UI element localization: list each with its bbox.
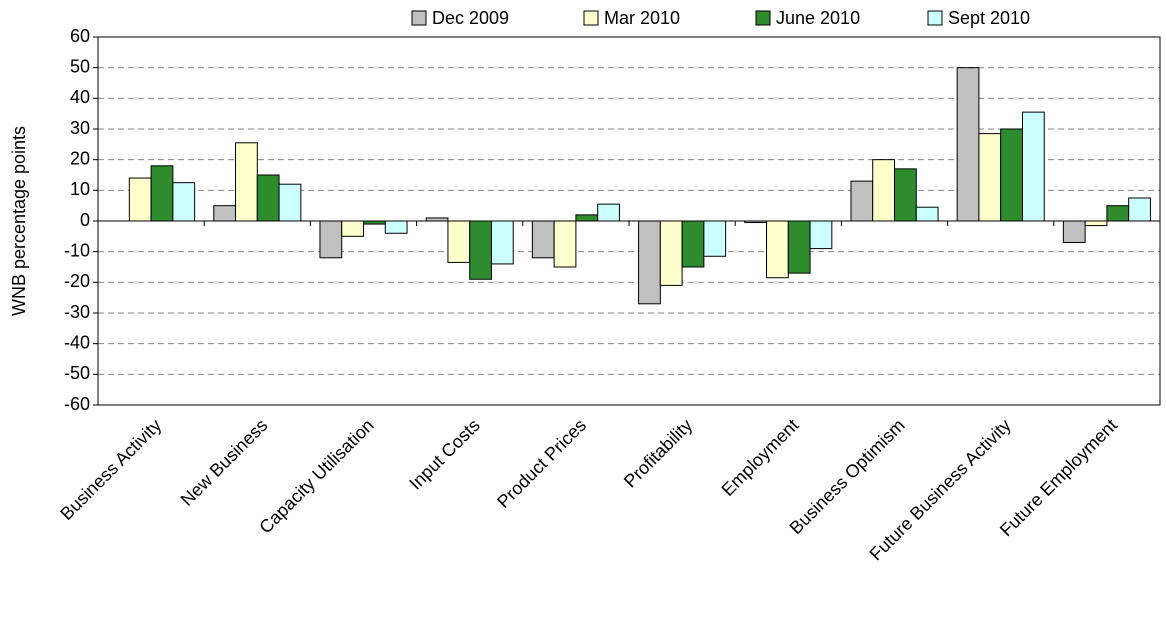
bar: [659, 220, 683, 286]
y-tick-label: -40: [64, 332, 90, 352]
bar: [319, 220, 343, 259]
bar: [1128, 197, 1151, 222]
bar: [744, 220, 768, 224]
bar: [384, 220, 408, 234]
bar: [490, 220, 514, 265]
bar: [638, 220, 661, 305]
bar: [872, 159, 896, 222]
y-tick-label: 50: [70, 56, 90, 76]
y-tick-label: -20: [64, 271, 90, 291]
x-tick-label: Business Optimism: [786, 415, 909, 538]
bar: [766, 220, 789, 279]
bar: [956, 67, 980, 222]
legend-label: Mar 2010: [604, 8, 680, 28]
legend-swatch: [583, 10, 599, 26]
y-tick-label: -60: [64, 394, 90, 414]
bar: [341, 220, 365, 237]
x-tick-label: Business Activity: [56, 415, 165, 524]
bar: [681, 220, 705, 268]
x-tick-label: Profitability: [620, 415, 696, 491]
y-tick-label: 60: [70, 26, 90, 46]
bar: [850, 180, 874, 222]
legend-swatch: [755, 10, 771, 26]
bar: [1021, 111, 1045, 222]
bar: [172, 182, 196, 222]
y-tick-label: -50: [64, 363, 90, 383]
x-tick-label: Product Prices: [493, 415, 590, 512]
y-tick-label: -30: [64, 302, 90, 322]
x-tick-label: Future Employment: [996, 415, 1121, 540]
bar: [469, 220, 492, 280]
bar: [1062, 220, 1086, 243]
legend-label: Sept 2010: [948, 8, 1030, 28]
bar: [703, 220, 727, 257]
bar: [978, 133, 1002, 222]
bar: [894, 168, 917, 222]
legend-label: Dec 2009: [432, 8, 509, 28]
bar: [278, 183, 302, 222]
bar: [915, 206, 939, 222]
bar: [150, 165, 174, 222]
y-tick-label: 0: [80, 210, 90, 230]
x-tick-label: New Business: [177, 415, 272, 510]
y-tick-label: 40: [70, 87, 90, 107]
bar: [128, 177, 152, 222]
bar: [235, 142, 258, 222]
bar: [1000, 128, 1023, 222]
x-tick-label: Input Costs: [405, 415, 484, 494]
bar: [363, 220, 386, 225]
bar: [1106, 205, 1130, 222]
legend-swatch: [411, 10, 427, 26]
bar: [213, 205, 237, 222]
bar: [787, 220, 811, 274]
x-tick-label: Capacity Utilisation: [255, 415, 377, 537]
y-tick-label: 30: [70, 118, 90, 138]
bar: [575, 214, 599, 222]
bar: [447, 220, 471, 263]
y-axis-label: WNB percentage points: [9, 126, 29, 316]
bar: [531, 220, 555, 259]
legend-label: June 2010: [776, 8, 860, 28]
bar: [809, 220, 833, 250]
bar: [425, 217, 449, 222]
bar: [256, 174, 280, 222]
y-tick-label: -10: [64, 240, 90, 260]
legend-swatch: [927, 10, 943, 26]
y-tick-label: 20: [70, 148, 90, 168]
y-tick-label: 10: [70, 179, 90, 199]
bar: [597, 203, 620, 222]
x-tick-label: Employment: [718, 415, 803, 500]
bar: [1084, 220, 1108, 227]
bar: [553, 220, 577, 268]
